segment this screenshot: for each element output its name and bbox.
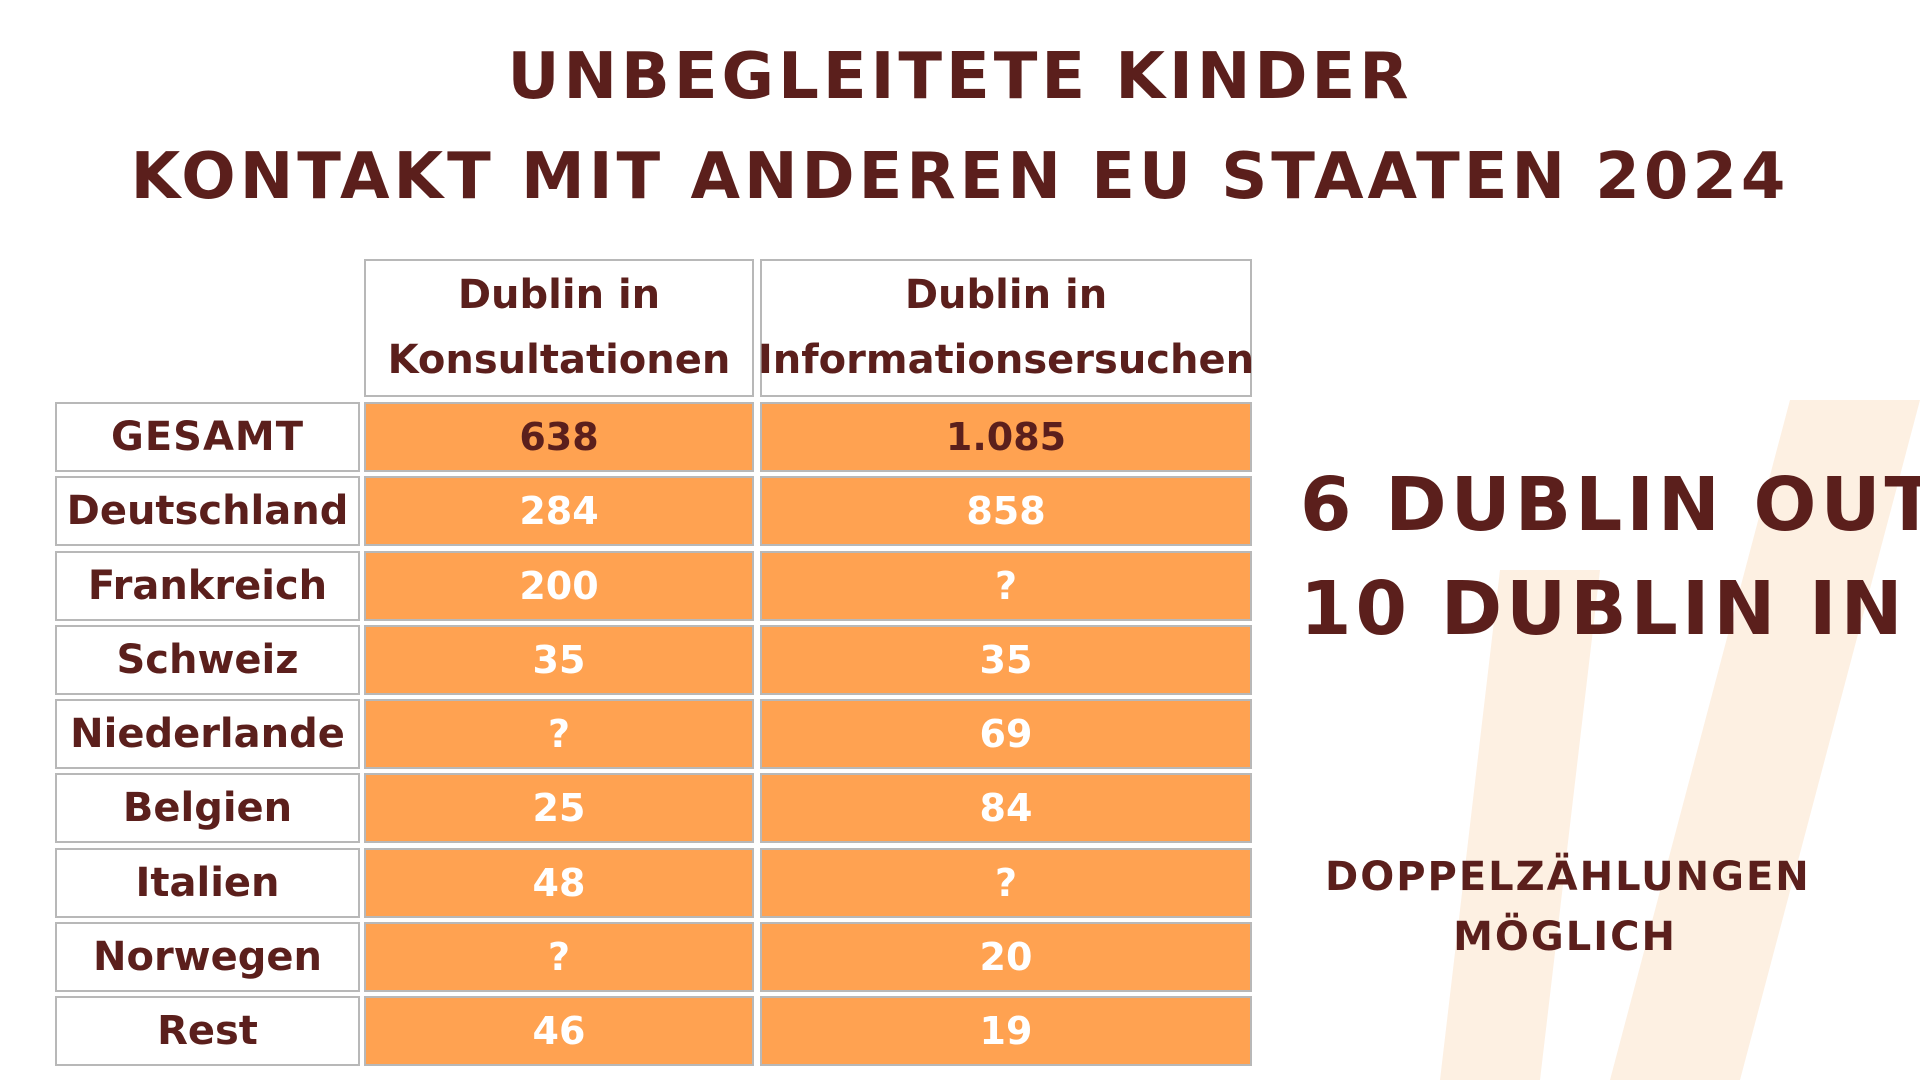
table-cell: 35 [760, 625, 1252, 695]
table-cell: 284 [364, 476, 754, 546]
row-label: Italien [55, 848, 360, 918]
row-label: Norwegen [55, 922, 360, 992]
row-label: Deutschland [55, 476, 360, 546]
row-label: Frankreich [55, 551, 360, 621]
note-line-2: MÖGLICH [1453, 914, 1677, 960]
summary-dublin-in: 10 DUBLIN IN [1300, 566, 1907, 652]
table-cell: 1.085 [760, 402, 1252, 472]
row-label: Niederlande [55, 699, 360, 769]
column-header-2: Dublin in Informationsersuchen [757, 259, 1255, 397]
table-cell: 200 [364, 551, 754, 621]
table-cell: 25 [364, 773, 754, 843]
table-cell: ? [760, 848, 1252, 918]
table-cell: 20 [760, 922, 1252, 992]
title-line-2: KONTAKT MIT ANDEREN EU STAATEN 2024 [130, 140, 1790, 214]
table-cell: 46 [364, 996, 754, 1066]
table-cell: ? [760, 551, 1252, 621]
table-cell: 638 [364, 402, 754, 472]
title-line-1: UNBEGLEITETE KINDER [507, 40, 1413, 114]
column-header-line-2: Konsultationen [387, 337, 731, 383]
column-header-line-1: Dublin in [457, 272, 661, 318]
row-label: GESAMT [55, 402, 360, 472]
table-cell: 84 [760, 773, 1252, 843]
table-cell: 858 [760, 476, 1252, 546]
column-header-1: Dublin in Konsultationen [364, 259, 754, 397]
table-cell: 69 [760, 699, 1252, 769]
table-cell: 35 [364, 625, 754, 695]
table-cell: 48 [364, 848, 754, 918]
table-cell: 19 [760, 996, 1252, 1066]
note-line-1: DOPPELZÄHLUNGEN [1325, 854, 1811, 900]
summary-dublin-out: 6 DUBLIN OUT [1300, 462, 1920, 548]
row-label: Belgien [55, 773, 360, 843]
row-label: Rest [55, 996, 360, 1066]
column-header-line-1: Dublin in [904, 272, 1108, 318]
column-header-line-2: Informationsersuchen [757, 337, 1255, 383]
table-cell: ? [364, 922, 754, 992]
row-label: Schweiz [55, 625, 360, 695]
table-cell: ? [364, 699, 754, 769]
